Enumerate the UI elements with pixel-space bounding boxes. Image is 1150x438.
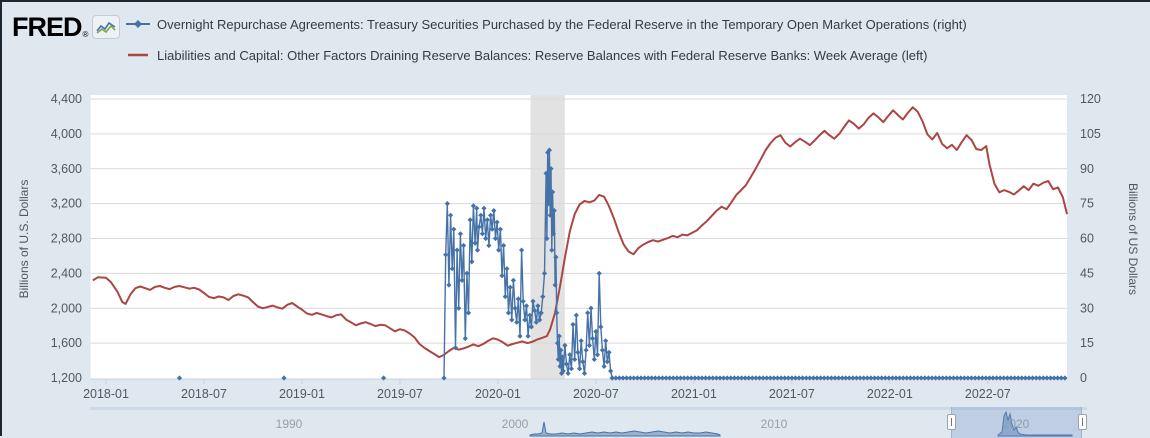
range-selector-year-label: 2010 [760, 417, 788, 431]
plot-area [90, 95, 1067, 379]
range-selector-year-label: 1990 [275, 417, 303, 431]
left-axis-tick-label: 3,600 [51, 162, 82, 176]
x-axis-tick-label: 2021-07 [769, 387, 815, 401]
left-axis-tick-label: 2,000 [51, 301, 82, 315]
left-axis-tick-label: 1,600 [51, 336, 82, 350]
fred-logo[interactable]: FRED ® [12, 12, 121, 42]
reserve-balances-line [92, 106, 1068, 359]
sparkline-area [529, 421, 721, 437]
legend-label: Overnight Repurchase Agreements: Treasur… [157, 16, 967, 32]
legend-item-repo-series[interactable]: Overnight Repurchase Agreements: Treasur… [126, 14, 967, 34]
legend: Overnight Repurchase Agreements: Treasur… [126, 14, 967, 76]
x-axis-tick-label: 2021-01 [671, 387, 717, 401]
range-selector-sparkline [529, 410, 1073, 437]
x-axis-tick-label: 2019-07 [377, 387, 423, 401]
left-axis-tick-label: 4,000 [51, 127, 82, 141]
x-axis-tick-label: 2018-07 [181, 387, 227, 401]
right-axis-tick-label: 90 [1080, 162, 1094, 176]
fred-logo-text: FRED [12, 12, 82, 42]
x-axis-tick-label: 2020-07 [573, 387, 619, 401]
repo-operations-markers [176, 375, 183, 381]
right-axis-tick-label: 120 [1080, 92, 1101, 106]
range-selector-axis-line [90, 407, 1087, 410]
right-axis-tick-label: 0 [1080, 371, 1087, 385]
left-axis-tick-label: 2,800 [51, 232, 82, 246]
legend-label: Liabilities and Capital: Other Factors D… [157, 47, 928, 63]
range-selector[interactable]: 1990 2000 2010 2020 [2, 406, 1150, 438]
main-chart: 1,200 1,600 2,000 2,400 2,800 3,200 3,600 4,000… [51, 92, 1101, 401]
left-axis-tick-label: 1,200 [51, 371, 82, 385]
left-axis-tick-label: 3,200 [51, 197, 82, 211]
x-axis-tick-label: 2022-01 [867, 387, 913, 401]
right-axis-tick-label: 15 [1080, 336, 1094, 350]
repo-operations-markers [281, 375, 287, 381]
repo-operations-markers [609, 375, 1068, 381]
right-axis-tick-label: 105 [1080, 127, 1101, 141]
x-axis-tick-label: 2020-01 [475, 387, 521, 401]
x-axis-tick-label: 2018-01 [83, 387, 129, 401]
range-selector-left-handle[interactable] [947, 414, 956, 430]
legend-marker-line-icon [128, 53, 148, 57]
legend-marker-line-diamond-icon [126, 20, 150, 28]
repo-operations-markers [441, 147, 615, 381]
right-axis-tick-label: 45 [1080, 266, 1094, 280]
legend-item-reserve-balances-series[interactable]: Liabilities and Capital: Other Factors D… [126, 45, 967, 65]
fred-sparkline-icon [92, 15, 121, 39]
right-axis-tick-label: 75 [1080, 197, 1094, 211]
right-axis-tick-label: 60 [1080, 232, 1094, 246]
repo-operations-markers [381, 375, 387, 381]
range-selector-year-label: 2000 [501, 417, 529, 431]
left-axis-tick-label: 2,400 [51, 266, 82, 280]
left-axis-tick-label: 4,400 [51, 92, 82, 106]
range-selector-window[interactable] [951, 407, 1082, 438]
x-axis-tick-label: 2022-07 [965, 387, 1011, 401]
range-selector-year-label: 2020 [1002, 417, 1030, 431]
range-selector-right-handle[interactable] [1078, 414, 1087, 430]
registered-mark: ® [82, 30, 89, 39]
right-axis-tick-label: 30 [1080, 301, 1094, 315]
x-axis-tick-label: 2019-01 [279, 387, 325, 401]
sparkline-area [997, 410, 1073, 437]
